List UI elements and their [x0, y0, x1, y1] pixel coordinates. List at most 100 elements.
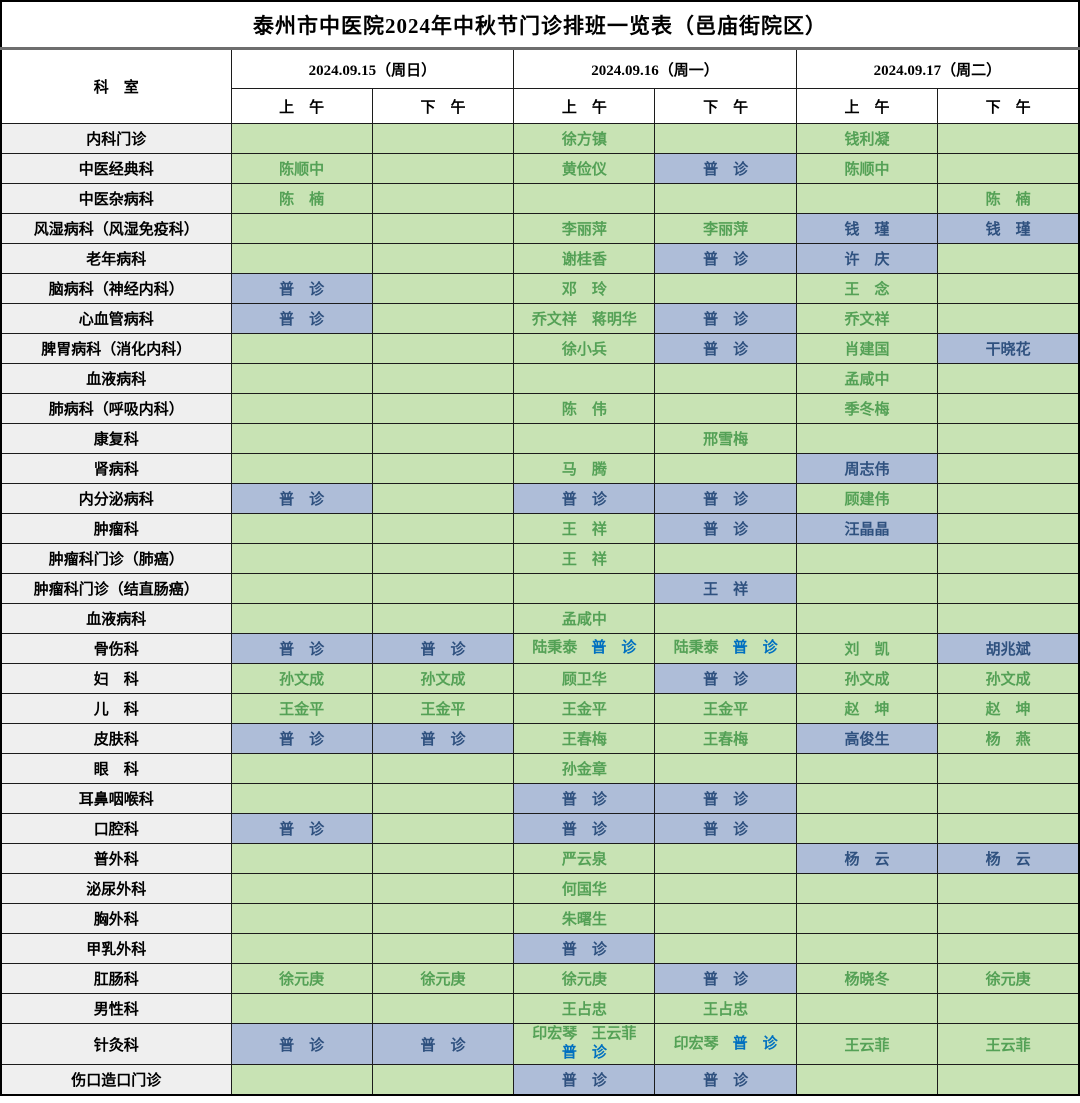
shift-cell: [937, 543, 1080, 574]
shift-cell: 钱利凝: [795, 123, 939, 154]
shift-cell: 何国华: [513, 873, 656, 904]
shift-cell: 杨 云: [795, 843, 939, 874]
shift-text: 徐元庚: [420, 972, 466, 988]
schedule-row: 血液病科 孟咸中: [0, 363, 1080, 394]
shift-cell: 普 诊: [371, 723, 515, 754]
shift-cell: [654, 843, 797, 874]
schedule-row: 肺病科（呼吸内科） 陈 伟 季冬梅: [0, 393, 1080, 424]
shift-text: 王春梅: [703, 732, 749, 748]
shift-cell: 普 诊: [230, 723, 373, 754]
shift-text: 肖建国: [844, 342, 890, 358]
shift-text: 普 诊: [703, 672, 749, 688]
shift-cell: [795, 993, 939, 1024]
shift-cell: [795, 423, 939, 454]
shift-cell: [654, 603, 797, 634]
page-title: 泰州市中医院2024年中秋节门诊排班一览表（邑庙街院区）: [0, 0, 1080, 50]
shift-cell: [795, 813, 939, 844]
shift-text: 普 诊: [703, 522, 749, 538]
shift-cell: 李丽萍: [513, 213, 656, 244]
shift-cell: 普 诊: [654, 483, 797, 514]
shift-cell: 胡兆斌: [937, 633, 1080, 664]
department-cell: 肿瘤科门诊（结直肠癌）: [0, 573, 232, 604]
shift-cell: [937, 783, 1080, 814]
shift-cell: 普 诊: [371, 1023, 515, 1065]
shift-text: 钱 瑾: [985, 222, 1031, 238]
department-cell: 针灸科: [0, 1023, 232, 1065]
shift-cell: 王金平: [513, 693, 656, 724]
shift-text: 普 诊: [561, 492, 607, 508]
shift-cell: [230, 603, 373, 634]
shift-cell: [230, 573, 373, 604]
shift-cell: 肖建国: [795, 333, 939, 364]
shift-cell: [371, 873, 515, 904]
shift-text: 杨 云: [985, 852, 1031, 868]
shift-text: 李丽萍: [703, 222, 749, 238]
shift-text: 普 诊: [703, 822, 749, 838]
shift-cell: [654, 453, 797, 484]
schedule-row: 康复科 邢雪梅: [0, 423, 1080, 454]
shift-cell: 徐小兵: [513, 333, 656, 364]
shift-cell: [230, 513, 373, 544]
department-cell: 男性科: [0, 993, 232, 1024]
shift-cell: 赵 坤: [937, 693, 1080, 724]
shift-cell: [230, 123, 373, 154]
shift-cell: 陈 楠: [937, 183, 1080, 214]
shift-cell: [371, 423, 515, 454]
shift-cell: [795, 1064, 939, 1095]
shift-text: 许 庆: [844, 252, 890, 268]
schedule-row: 甲乳外科 普 诊: [0, 933, 1080, 964]
shift-text: 普 诊: [279, 1037, 325, 1054]
shift-cell: [937, 123, 1080, 154]
shift-cell: [371, 363, 515, 394]
shift-cell: 杨 燕: [937, 723, 1080, 754]
shift-cell: [371, 903, 515, 934]
shift-text: 陈顺中: [844, 162, 890, 178]
shift-cell: 陈顺中: [230, 153, 373, 184]
shift-cell: 季冬梅: [795, 393, 939, 424]
shift-cell: [230, 453, 373, 484]
pm-label-tue: 下 午: [937, 88, 1080, 124]
shift-cell: [371, 213, 515, 244]
shift-text: 普 诊: [279, 312, 325, 328]
shift-cell: [230, 213, 373, 244]
department-cell: 甲乳外科: [0, 933, 232, 964]
schedule-row: 老年病科 谢桂香 普 诊 许 庆: [0, 243, 1080, 274]
shift-cell: [937, 903, 1080, 934]
shift-cell: 王 祥: [513, 513, 656, 544]
shift-cell: 普 诊: [513, 933, 656, 964]
shift-cell: 普 诊: [654, 663, 797, 694]
shift-cell: 王金平: [654, 693, 797, 724]
shift-text: 王 念: [844, 282, 890, 298]
schedule-row: 伤口造口门诊 普 诊 普 诊: [0, 1064, 1080, 1095]
shift-text: 王春梅: [561, 732, 607, 748]
title-row: 泰州市中医院2024年中秋节门诊排班一览表（邑庙街院区）: [0, 0, 1080, 50]
department-cell: 皮肤科: [0, 723, 232, 754]
shift-cell: 孟咸中: [795, 363, 939, 394]
shift-cell: [654, 903, 797, 934]
shift-text: 王占忠: [561, 1002, 607, 1018]
shift-cell: [795, 933, 939, 964]
shift-cell: 陆秉泰普 诊: [513, 633, 656, 664]
shift-cell: 高俊生: [795, 723, 939, 754]
shift-text: 赵 坤: [844, 702, 890, 718]
shift-cell: 顾建伟: [795, 483, 939, 514]
shift-cell: [230, 843, 373, 874]
shift-cell: 普 诊: [230, 813, 373, 844]
schedule-row: 普外科 严云泉 杨 云 杨 云: [0, 843, 1080, 874]
shift-cell: [795, 753, 939, 784]
shift-cell: [937, 423, 1080, 454]
schedule-row: 肿瘤科 王 祥 普 诊 汪晶晶: [0, 513, 1080, 544]
date-header-tue: 2024.09.17（周二）: [795, 48, 1080, 89]
shift-cell: [937, 873, 1080, 904]
shift-cell: [371, 573, 515, 604]
shift-text: 谢桂香: [561, 252, 607, 268]
shift-cell: 普 诊: [654, 303, 797, 334]
shift-cell: 普 诊: [513, 1064, 656, 1095]
shift-text: 普 诊: [591, 640, 637, 656]
ampm-header-row: 上 午 下 午 上 午 下 午 上 午 下 午: [1, 88, 1080, 124]
shift-cell: [230, 873, 373, 904]
shift-cell: 赵 坤: [795, 693, 939, 724]
shift-text: 王 祥: [703, 582, 749, 598]
shift-text: 普 诊: [279, 492, 325, 508]
shift-text: 印宏琴: [673, 1035, 719, 1052]
